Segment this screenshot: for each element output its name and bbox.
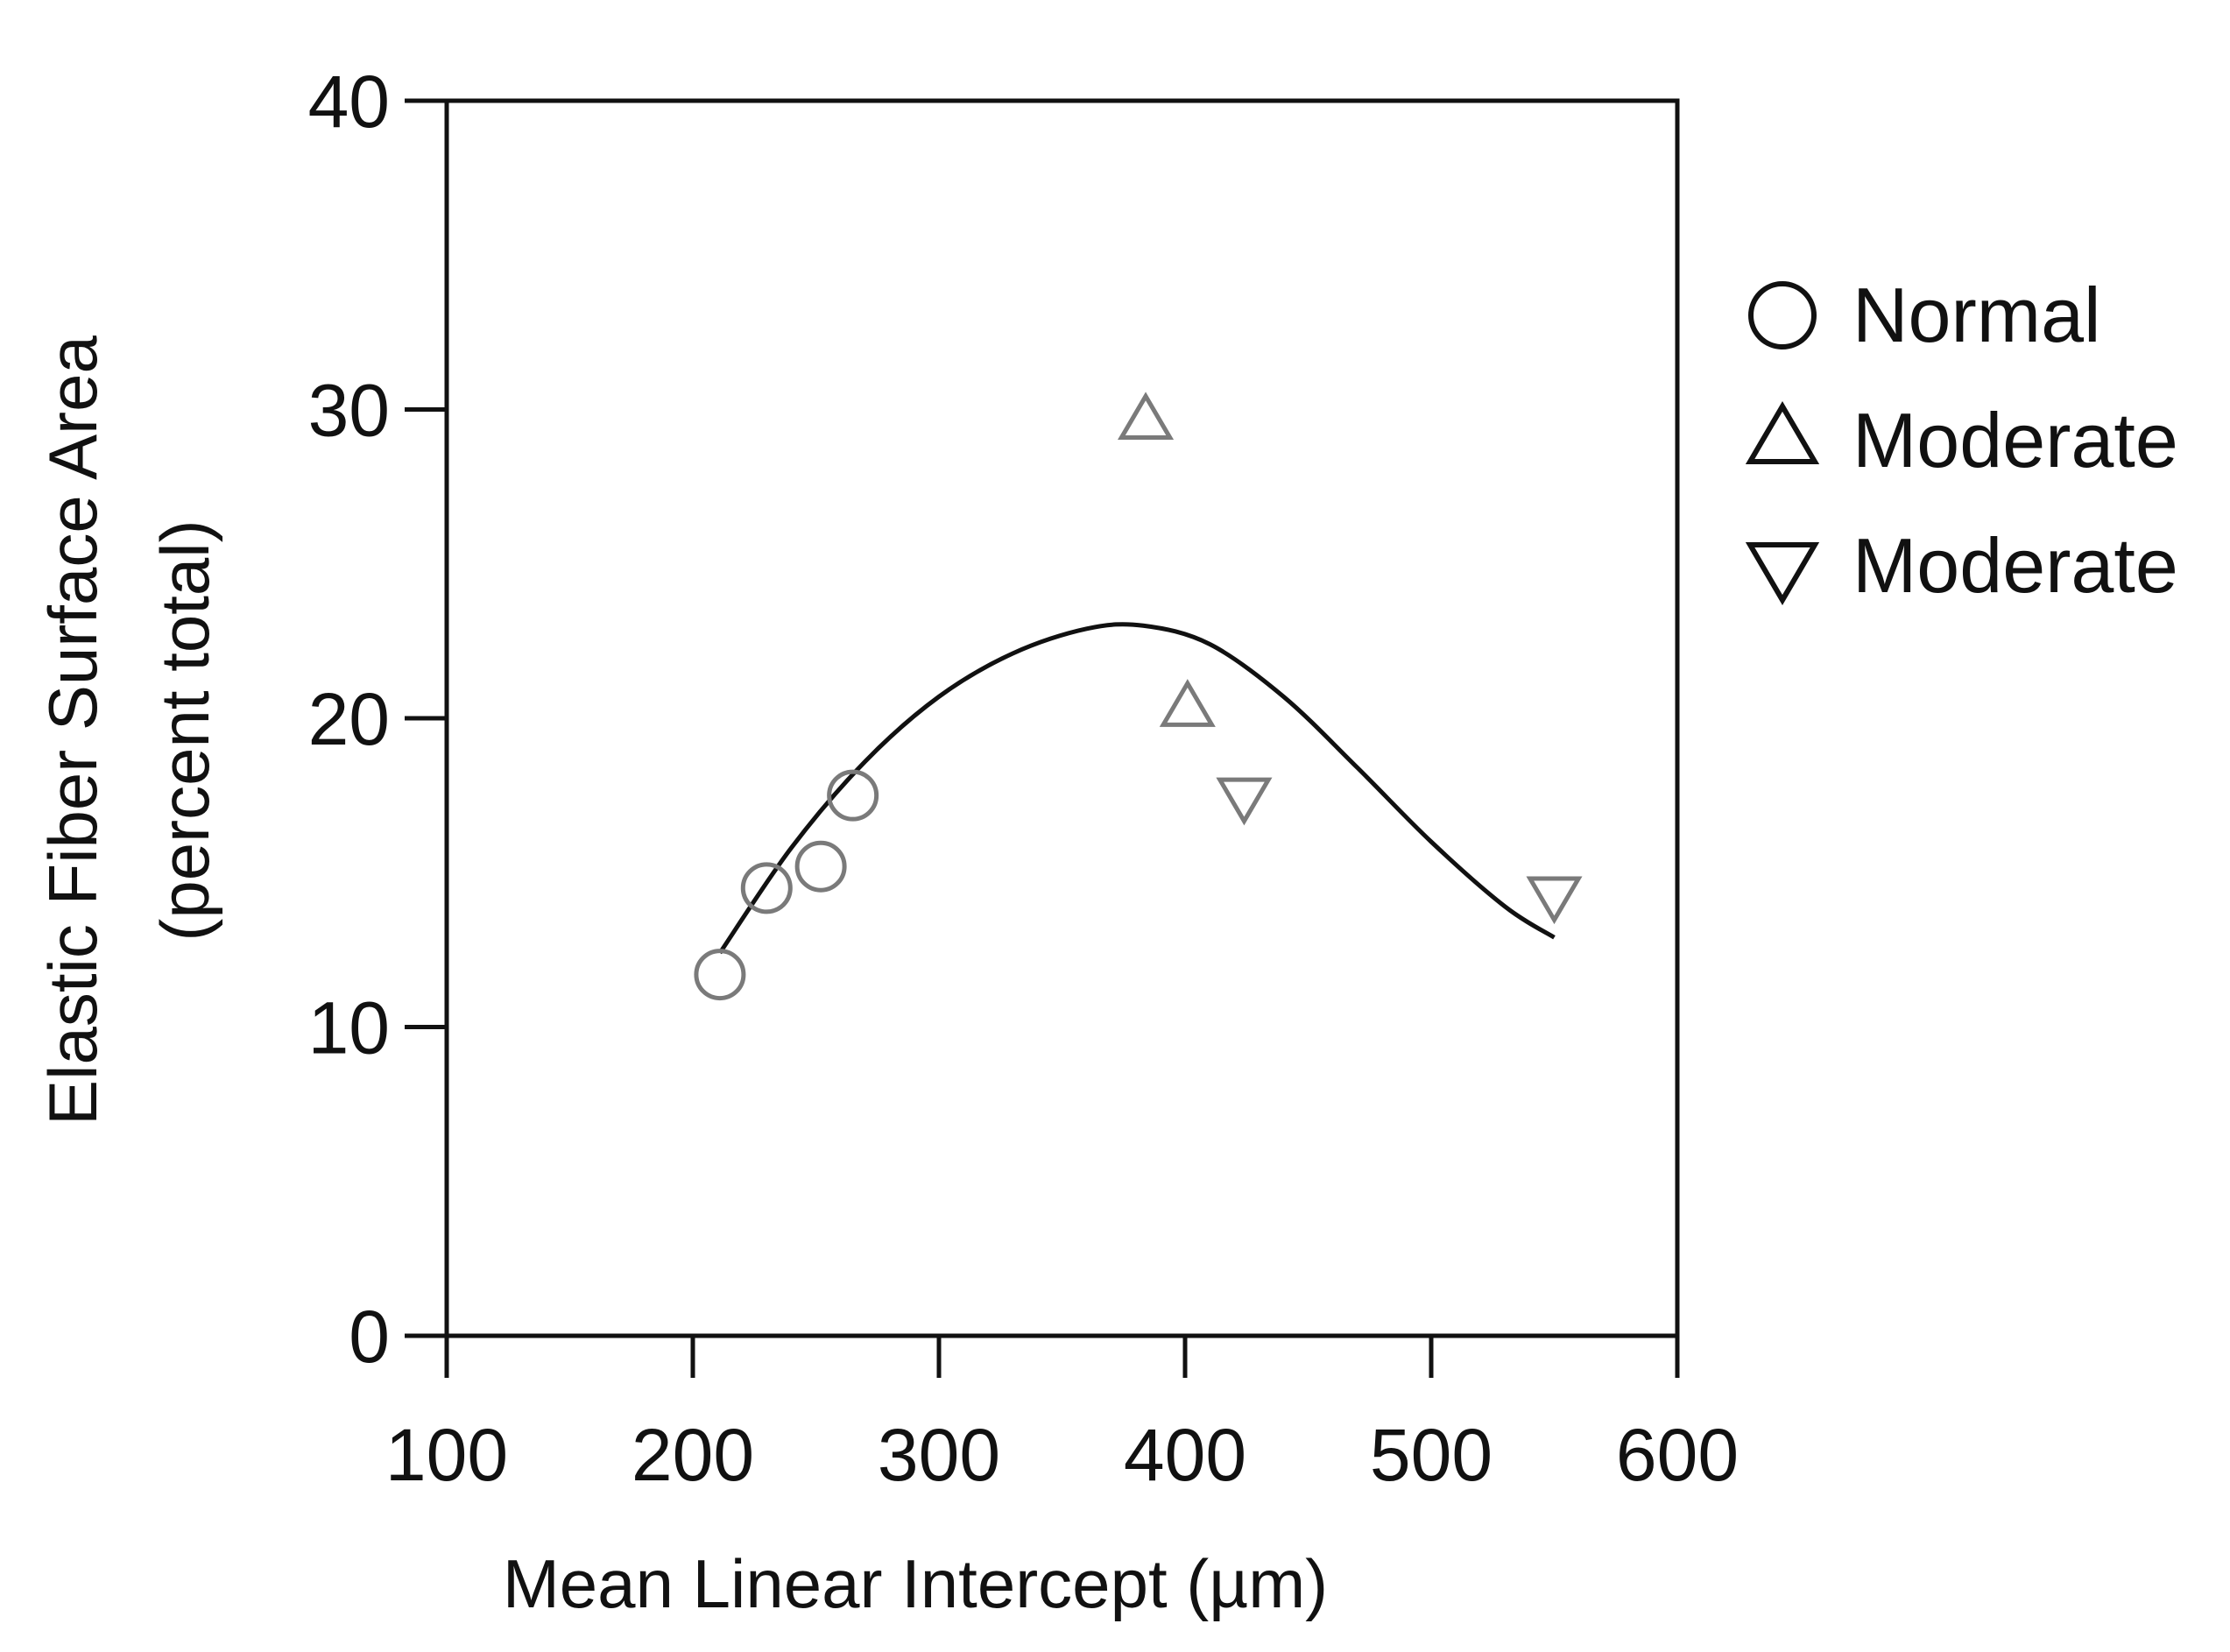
x-tick-label-100: 100 xyxy=(385,1414,508,1496)
point-triangle-down-2 xyxy=(1526,876,1583,925)
fit-curve xyxy=(717,622,1556,955)
legend-marker-triangle-down xyxy=(1745,542,1820,605)
axes xyxy=(444,98,1680,1338)
fit-curve-layer xyxy=(717,622,1556,955)
x-tick-label-200: 200 xyxy=(632,1414,754,1496)
point-circle-1 xyxy=(694,949,746,1001)
x-tick-label-400: 400 xyxy=(1124,1414,1246,1496)
y-tick-label-10: 10 xyxy=(308,987,390,1070)
y-axis-title-line2: (percent total) xyxy=(146,519,223,941)
x-tick-label-500: 500 xyxy=(1370,1414,1493,1496)
y-tick-label-0: 0 xyxy=(349,1295,390,1378)
legend-marker-triangle-up xyxy=(1745,401,1820,464)
y-tick-label-20: 20 xyxy=(308,678,390,760)
point-triangle-down-1 xyxy=(1216,777,1273,826)
x-tick-label-600: 600 xyxy=(1616,1414,1739,1496)
legend-marker-circle xyxy=(1748,281,1817,349)
legend-label-triangle-down: Moderate xyxy=(1852,522,2178,609)
x-tick-label-300: 300 xyxy=(878,1414,1000,1496)
y-axis-title-line1: Elastic Fiber Surface Area xyxy=(34,335,111,1126)
point-circle-3 xyxy=(794,840,847,893)
y-tick-label-30: 30 xyxy=(308,370,390,452)
x-axis-title: Mean Linear Intercept (µm) xyxy=(503,1545,1328,1622)
legend-label-circle: Normal xyxy=(1852,272,2101,358)
y-tick-label-40: 40 xyxy=(308,60,390,143)
legend: Normal Moderate Moderate xyxy=(1745,272,2178,609)
point-triangle-up-2 xyxy=(1159,679,1216,727)
markers-layer xyxy=(694,392,1583,1001)
legend-label-triangle-up: Moderate xyxy=(1852,397,2178,484)
plot-frame xyxy=(444,98,1680,1338)
point-circle-4 xyxy=(827,769,879,822)
point-circle-2 xyxy=(740,862,793,914)
ticks: 100 200 300 400 500 600 0 10 20 30 40 xyxy=(308,60,1740,1496)
point-triangle-up-1 xyxy=(1118,392,1175,441)
